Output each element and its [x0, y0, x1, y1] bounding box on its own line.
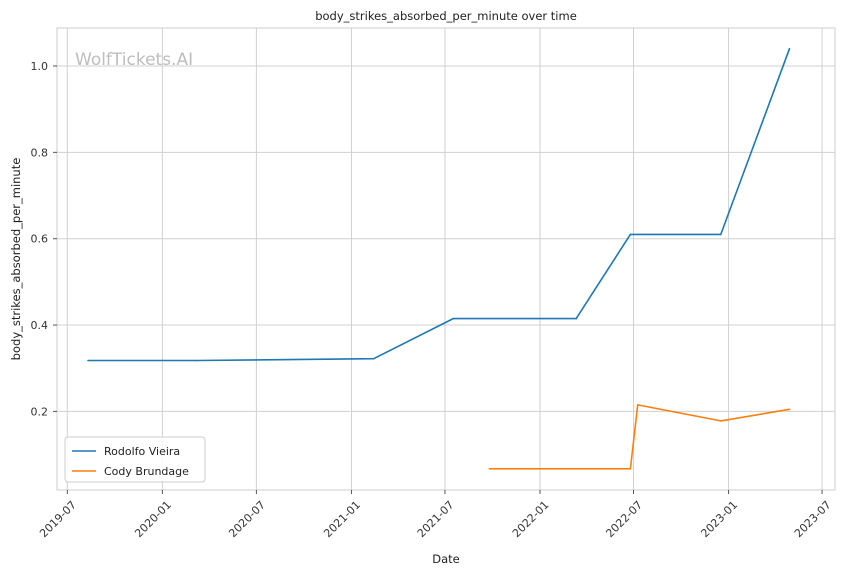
x-tick-label: 2019-07 — [37, 498, 79, 540]
x-tick-label: 2021-07 — [415, 498, 457, 540]
y-tick-labels: 0.2 0.4 0.6 0.8 1.0 — [31, 60, 57, 418]
series-layer — [87, 47, 791, 470]
grid — [57, 28, 835, 490]
legend: Rodolfo Vieira Cody Brundage — [64, 436, 206, 483]
x-tick-label: 2020-07 — [226, 498, 268, 540]
data-point-rodolfo-vieira — [575, 317, 577, 320]
data-point-rodolfo-vieira — [195, 359, 198, 362]
data-point-rodolfo-vieira — [629, 233, 632, 236]
x-tick-label: 2020-01 — [132, 498, 174, 540]
x-tick-label: 2022-01 — [510, 498, 552, 540]
y-tick-label: 0.8 — [31, 146, 49, 159]
data-point-cody-brundage — [720, 420, 722, 422]
data-point-rodolfo-vieira — [87, 359, 89, 362]
watermark: WolfTickets.AI — [75, 50, 193, 70]
x-axis-label: Date — [432, 552, 460, 566]
data-point-cody-brundage — [788, 408, 791, 411]
y-tick-label: 0.2 — [31, 405, 49, 418]
y-tick-label: 1.0 — [31, 60, 49, 73]
x-tick-labels: 2019-07 2020-01 2020-07 2021-01 2021-07 2022-… — [37, 490, 834, 540]
x-tick-label: 2021-01 — [321, 498, 363, 540]
legend-label-rodolfo-vieira: Rodolfo Vieira — [104, 445, 180, 458]
y-tick-label: 0.6 — [31, 233, 49, 246]
series-line-rodolfo-vieira — [88, 48, 791, 362]
data-point-rodolfo-vieira — [452, 317, 455, 320]
legend-label-cody-brundage: Cody Brundage — [104, 465, 189, 478]
data-point-rodolfo-vieira — [720, 233, 722, 236]
data-point-cody-brundage — [636, 404, 639, 406]
y-tick-label: 0.4 — [31, 319, 49, 332]
data-point-cody-brundage — [629, 468, 632, 470]
plot-area — [56, 27, 836, 491]
data-point-cody-brundage — [488, 468, 491, 470]
x-tick-label: 2023-01 — [698, 498, 740, 540]
legend-box — [64, 436, 206, 483]
data-point-rodolfo-vieira — [372, 357, 375, 360]
y-axis-label: body_strikes_absorbed_per_minute — [9, 158, 23, 361]
x-tick-label: 2023-07 — [792, 498, 834, 540]
x-tick-label: 2022-07 — [603, 498, 645, 540]
data-point-rodolfo-vieira — [788, 47, 791, 50]
chart-title: body_strikes_absorbed_per_minute over ti… — [315, 9, 577, 23]
